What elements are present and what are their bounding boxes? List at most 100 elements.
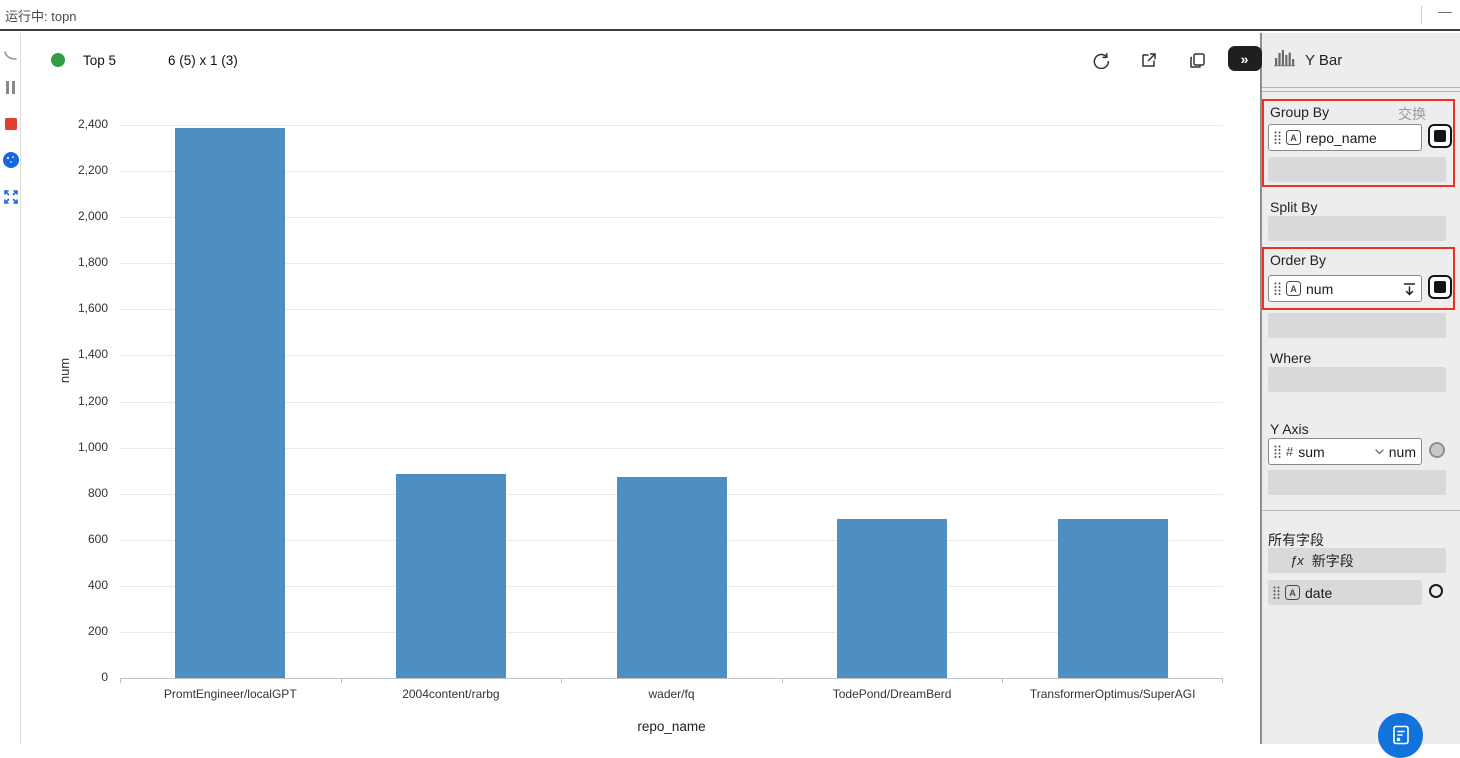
- where-label: Where: [1270, 350, 1312, 366]
- bar[interactable]: [616, 476, 727, 678]
- bar[interactable]: [837, 518, 948, 678]
- group-by-field-chip[interactable]: A repo_name: [1268, 124, 1422, 151]
- spinner-arc-icon[interactable]: [2, 47, 19, 64]
- y-tick-label: 1,000: [77, 439, 108, 454]
- where-drop-zone[interactable]: [1268, 367, 1446, 392]
- gridline: [120, 401, 1223, 403]
- y-axis-field-name: num: [1388, 443, 1416, 460]
- order-by-field-name: num: [1306, 280, 1334, 297]
- expand-icon[interactable]: [2, 188, 19, 205]
- text-field-type-icon: A: [1286, 281, 1301, 296]
- date-field-chip[interactable]: A date: [1268, 580, 1422, 605]
- x-axis-line: [120, 678, 1223, 679]
- bar[interactable]: [395, 474, 506, 678]
- panel-header-divider: [1262, 91, 1460, 92]
- order-by-toggle[interactable]: [1428, 275, 1452, 299]
- swap-link[interactable]: 交换: [1398, 106, 1426, 122]
- y-tick-label: 1,600: [77, 301, 108, 316]
- gridline: [120, 125, 1223, 126]
- bar[interactable]: [175, 127, 286, 678]
- x-tick-mark: [781, 678, 783, 683]
- left-toolbar: [0, 33, 21, 744]
- order-by-drop-zone[interactable]: [1268, 313, 1446, 338]
- y-tick-label: 1,400: [77, 347, 108, 362]
- y-tick-label: 2,200: [77, 163, 108, 178]
- collapse-panel-button[interactable]: »: [1228, 46, 1262, 71]
- x-tick-mark: [1222, 678, 1223, 683]
- split-by-label: Split By: [1270, 199, 1318, 215]
- fx-icon: ƒx: [1290, 553, 1304, 568]
- sort-descending-icon[interactable]: [1403, 282, 1416, 296]
- minimize-button[interactable]: —: [1438, 3, 1452, 19]
- bar-chart-icon: [1274, 49, 1296, 72]
- y-tick-label: 200: [87, 623, 108, 638]
- x-category-label: 2004content/rarbg: [402, 687, 500, 701]
- gridline: [120, 309, 1223, 311]
- y-tick-label: 600: [87, 531, 108, 546]
- pause-icon[interactable]: [2, 79, 19, 96]
- plot-area: 0 200 400 600 800 1,000 1,200 1,400 1,600 1,800 2,…: [78, 117, 1223, 701]
- y-tick-label: 400: [87, 577, 108, 592]
- y-tick-label: 2,000: [77, 209, 108, 224]
- panel-header: Y Bar: [1262, 33, 1460, 88]
- y-tick-label: 800: [87, 485, 108, 500]
- x-tick-mark: [1002, 678, 1004, 683]
- x-tick-mark: [120, 678, 121, 683]
- chart-dimensions-label: 6 (5) x 1 (3): [168, 53, 238, 68]
- config-panel: Y Bar Group By 交换 A repo_name Split By O…: [1260, 33, 1460, 758]
- chart-card-header: Top 5 6 (5) x 1 (3): [22, 33, 1258, 89]
- title-bar: 运行中: topn —: [0, 0, 1460, 31]
- blue-ball-icon[interactable]: [2, 151, 19, 168]
- x-tick-mark: [340, 678, 342, 683]
- gridline: [120, 355, 1223, 357]
- chart-title: Top 5: [83, 53, 117, 68]
- save-fab-button[interactable]: [1378, 713, 1423, 758]
- y-axis-title: num: [57, 357, 73, 384]
- date-field-name: date: [1305, 584, 1333, 601]
- drag-handle-icon: [1274, 282, 1281, 295]
- new-field-button[interactable]: ƒx 新字段: [1268, 548, 1446, 573]
- drag-handle-icon: [1274, 445, 1281, 458]
- group-by-toggle[interactable]: [1428, 124, 1452, 148]
- new-field-label: 新字段: [1311, 552, 1354, 569]
- gridline: [120, 217, 1223, 219]
- date-field-radio[interactable]: [1429, 584, 1443, 598]
- gridline: [120, 171, 1223, 173]
- aggregation-select[interactable]: sum: [1298, 443, 1325, 460]
- save-document-icon: [1392, 725, 1409, 744]
- refresh-icon[interactable]: [1090, 49, 1112, 71]
- numeric-field-type-icon: #: [1286, 444, 1294, 459]
- group-by-label: Group By: [1270, 104, 1330, 120]
- bar[interactable]: [1057, 519, 1168, 678]
- order-by-label: Order By: [1270, 252, 1327, 268]
- y-tick-label: 1,800: [77, 255, 108, 270]
- x-axis-title: repo_name: [637, 719, 706, 734]
- drag-handle-icon: [1274, 131, 1281, 144]
- panel-section-divider: [1262, 510, 1460, 511]
- stop-icon[interactable]: [2, 115, 19, 132]
- y-axis-radio[interactable]: [1429, 442, 1445, 458]
- gridline: [120, 447, 1223, 449]
- all-fields-label: 所有字段: [1268, 532, 1324, 548]
- x-category-label: wader/fq: [648, 687, 695, 701]
- x-tick-mark: [561, 678, 563, 683]
- y-tick-label: 1,200: [77, 393, 108, 408]
- x-category-label: PromtEngineer/localGPT: [163, 687, 297, 701]
- text-field-type-icon: A: [1286, 130, 1301, 145]
- y-tick-label: 2,400: [77, 117, 108, 131]
- y-axis-field-chip[interactable]: # sum num: [1268, 438, 1422, 465]
- panel-title: Y Bar: [1305, 51, 1343, 69]
- y-axis-label: Y Axis: [1270, 421, 1309, 437]
- order-by-field-chip[interactable]: A num: [1268, 275, 1422, 302]
- split-by-drop-zone[interactable]: [1268, 216, 1446, 241]
- open-external-icon[interactable]: [1137, 49, 1159, 71]
- x-category-label: TodePond/DreamBerd: [832, 687, 952, 701]
- y-tick-label: 0: [101, 670, 108, 684]
- chevron-down-icon[interactable]: [1375, 448, 1384, 455]
- copy-icon[interactable]: [1186, 49, 1208, 71]
- group-by-drop-zone[interactable]: [1268, 157, 1446, 182]
- x-category-label: TransformerOptimus/SuperAGI: [1029, 687, 1196, 701]
- chart-card: Top 5 6 (5) x 1 (3) num 0 200 400 600 800 1,0…: [22, 33, 1258, 744]
- running-status-label: 运行中: topn: [5, 9, 77, 24]
- y-axis-drop-zone[interactable]: [1268, 470, 1446, 495]
